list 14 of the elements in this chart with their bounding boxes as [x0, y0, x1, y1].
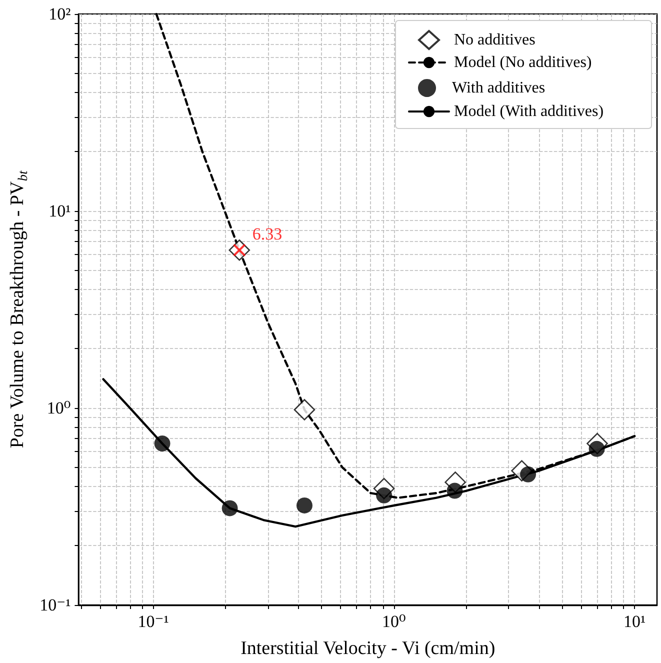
- y-tick-label: 10²: [48, 4, 71, 24]
- x-tick-label: 10⁻¹: [138, 612, 169, 631]
- y-axis-title: Pore Volume to Breakthrough - PVbt: [7, 170, 30, 448]
- y-tick-label: 10⁰: [46, 398, 71, 418]
- legend-label: No additives: [454, 32, 536, 48]
- x-tick-label: 10⁰: [382, 612, 406, 631]
- y-tick-label: 10⁻¹: [40, 596, 71, 614]
- annotation: 6.33: [252, 224, 282, 244]
- legend-label: Model (No additives): [454, 54, 592, 71]
- y-tick-label: 10¹: [48, 202, 71, 220]
- legend-label: Model (With additives): [454, 103, 604, 120]
- x-tick-label: 10¹: [623, 612, 646, 631]
- legend-label: With additives: [452, 80, 546, 96]
- x-axis-title: Interstitial Velocity - Vi (cm/min): [240, 638, 496, 659]
